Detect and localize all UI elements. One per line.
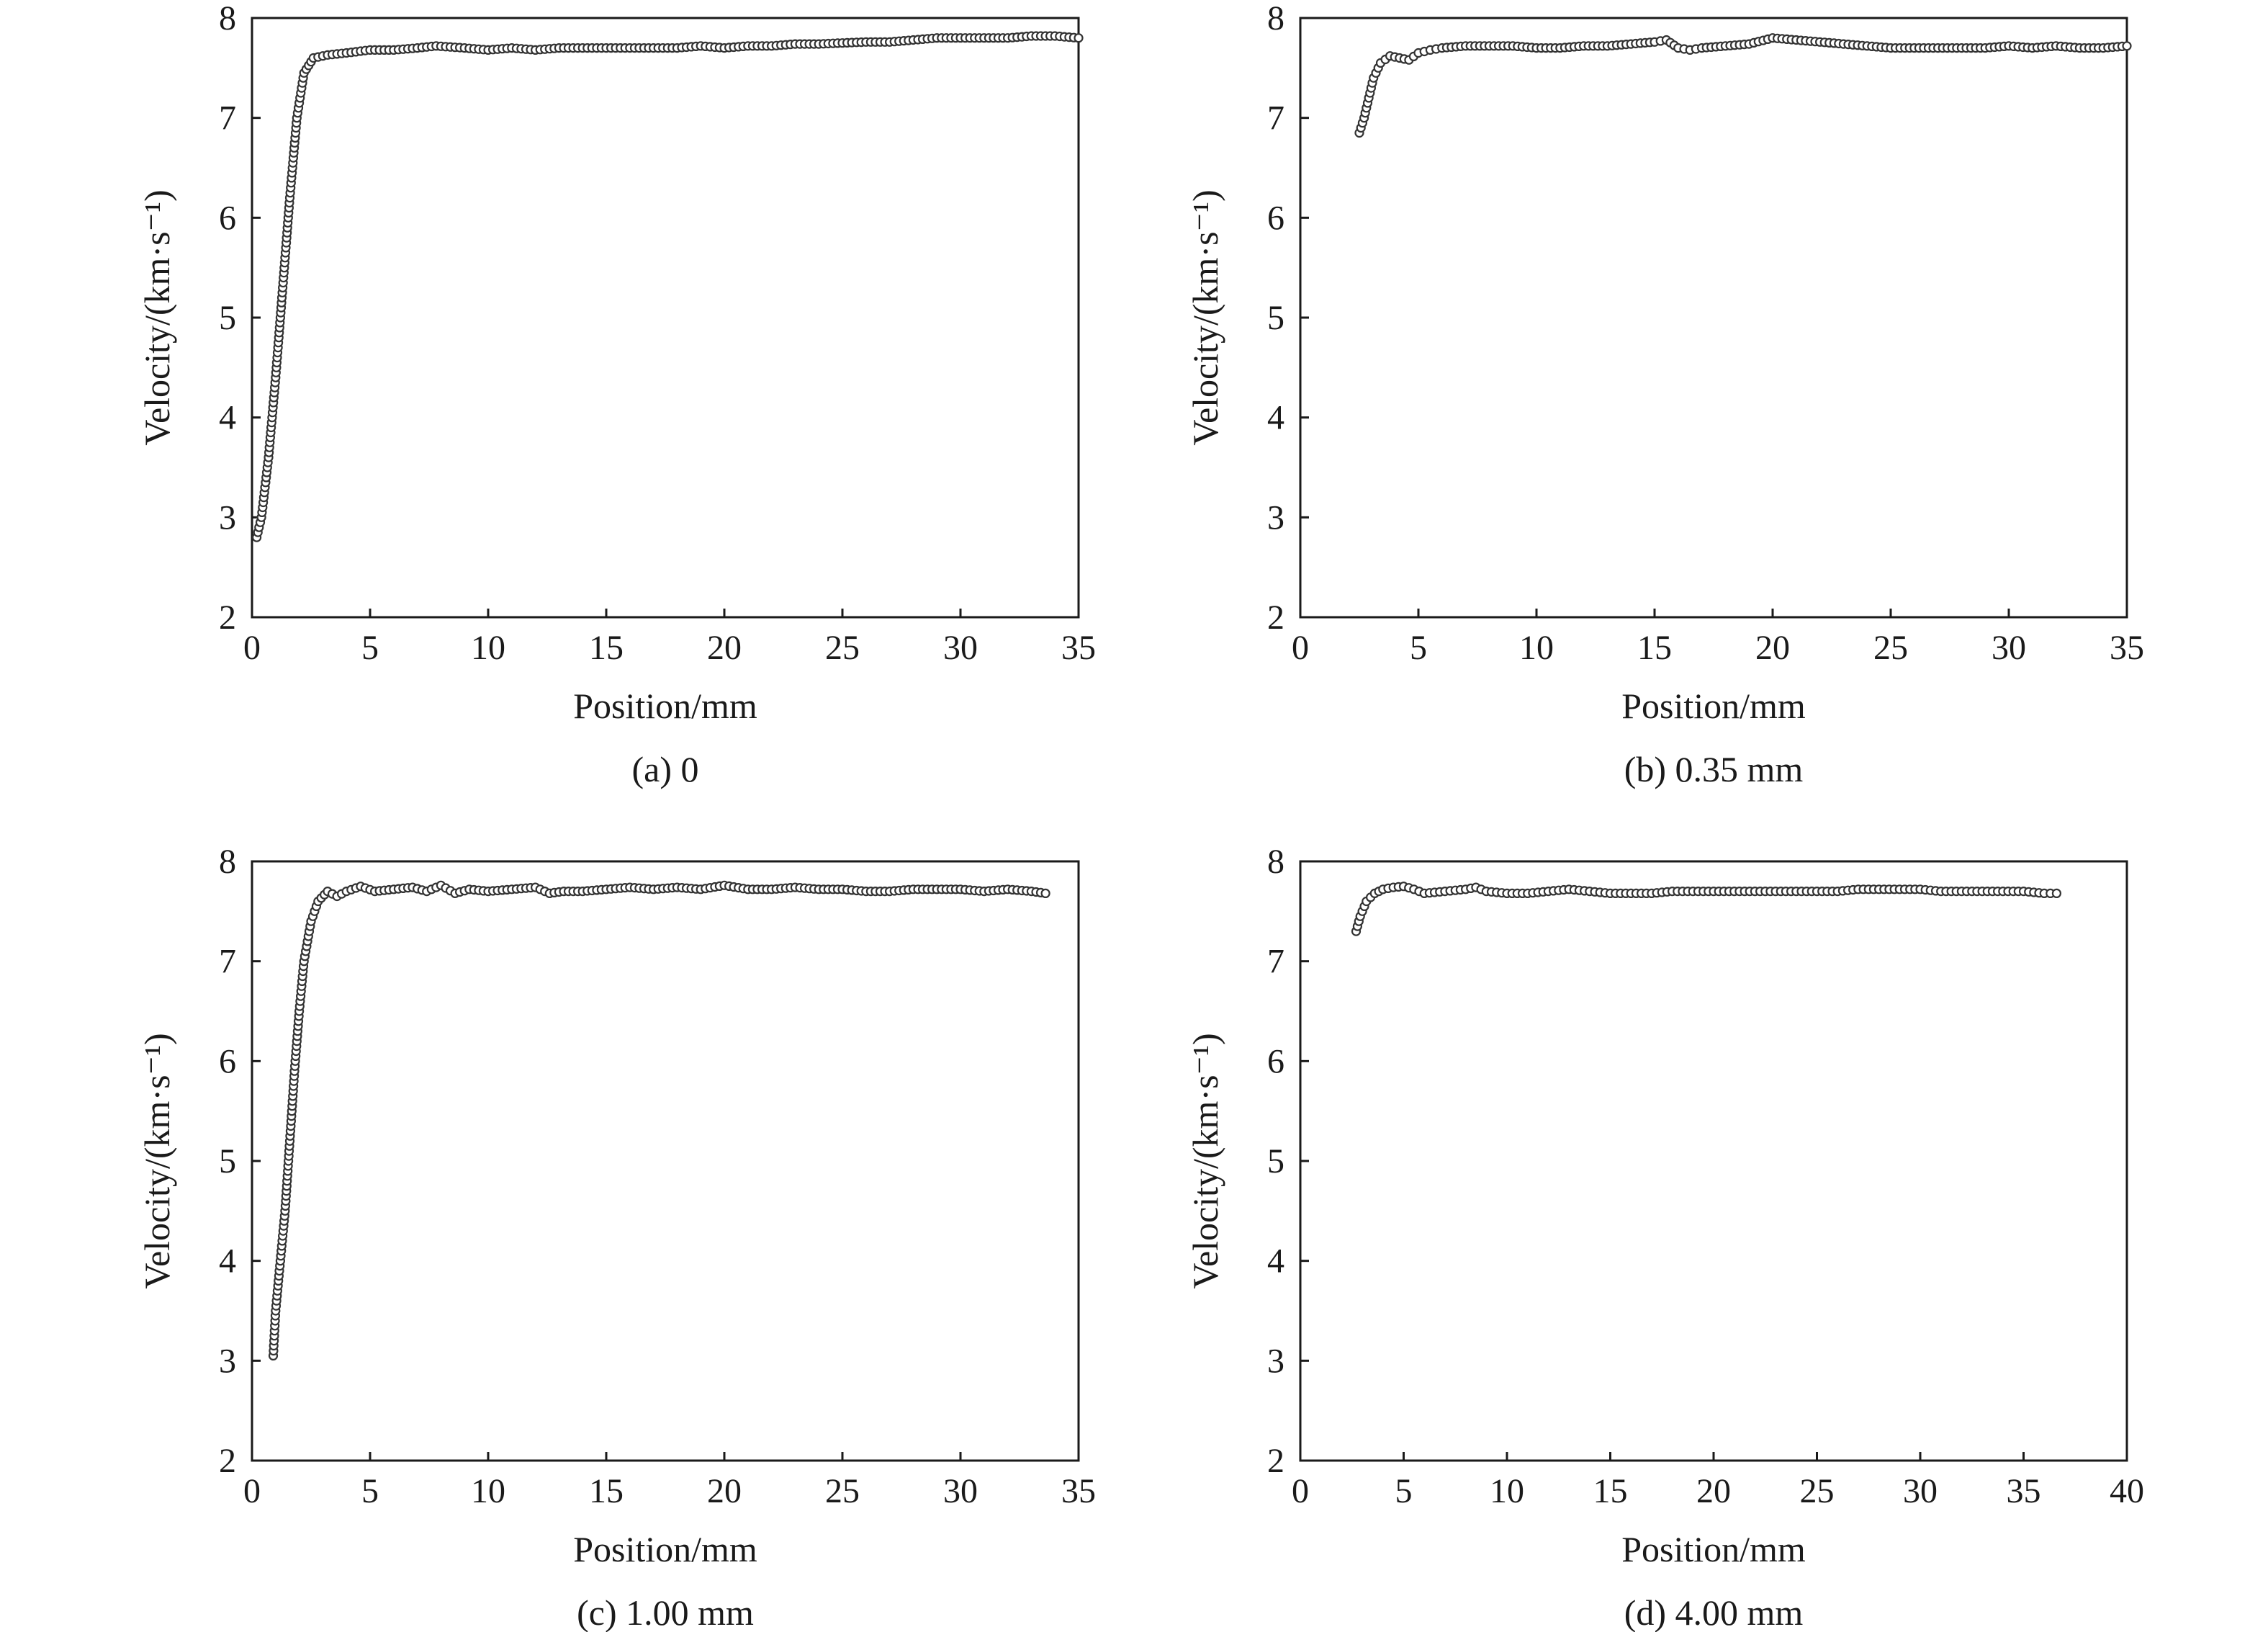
y-tick-label: 8 [1267, 0, 1284, 37]
x-tick-label: 30 [1992, 629, 2026, 667]
x-tick-label: 35 [2110, 629, 2144, 667]
y-tick-label: 5 [219, 299, 236, 337]
y-axis-label: Velocity/(km·s⁻¹) [137, 189, 177, 445]
panel-d: 0 5 10 15 20 25 30 35 40 2 3 4 5 6 7 8 Position/mm Veloci… [1185, 843, 2144, 1632]
x-tick-label: 0 [243, 629, 261, 667]
plot-frame [251, 860, 1080, 1462]
y-tick-label: 4 [219, 399, 236, 437]
y-tick-label: 2 [219, 1442, 236, 1480]
plot-frame [1299, 860, 2128, 1462]
plot-frame [251, 17, 1080, 619]
panel-a: 0 5 10 15 20 25 30 35 2 3 4 5 6 7 8 Position/mm Velocity… [137, 0, 1096, 789]
y-tick-label: 7 [1267, 943, 1284, 981]
y-tick-label: 2 [1267, 598, 1284, 637]
x-axis-label: Position/mm [573, 686, 757, 726]
y-tick-label: 7 [219, 943, 236, 981]
y-tick-label: 5 [1267, 1142, 1284, 1180]
x-tick-label: 15 [1593, 1472, 1628, 1510]
y-tick-label: 3 [1267, 1342, 1284, 1380]
x-tick-label: 0 [1292, 1472, 1309, 1510]
y-tick-label: 3 [1267, 498, 1284, 537]
x-tick-label: 35 [1061, 629, 1096, 667]
y-tick-label: 3 [219, 1342, 236, 1380]
x-tick-label: 25 [1873, 629, 1908, 667]
data-point [2051, 888, 2061, 899]
y-tick-label: 8 [219, 843, 236, 881]
y-tick-label: 2 [219, 598, 236, 637]
y-tick-label: 6 [219, 1042, 236, 1080]
y-tick-label: 6 [1267, 199, 1284, 237]
y-axis-label: Velocity/(km·s⁻¹) [137, 1033, 177, 1288]
x-tick-label: 15 [589, 629, 624, 667]
y-tick-label: 6 [1267, 1042, 1284, 1080]
y-tick-label: 8 [219, 0, 236, 37]
series-line [272, 884, 1046, 1356]
x-tick-label: 10 [1519, 629, 1554, 667]
y-tick-label: 8 [1267, 843, 1284, 881]
x-tick-label: 20 [707, 1472, 742, 1510]
y-tick-label: 2 [1267, 1442, 1284, 1480]
y-tick-label: 4 [1267, 399, 1284, 437]
x-axis-label: Position/mm [1621, 1529, 1806, 1569]
x-tick-label: 10 [471, 1472, 505, 1510]
series-line [256, 35, 1079, 538]
x-tick-label: 25 [1800, 1472, 1835, 1510]
panel-caption: (a) 0 [632, 749, 699, 789]
panel-caption: (c) 1.00 mm [577, 1592, 754, 1632]
x-tick-label: 20 [1755, 629, 1790, 667]
x-tick-label: 15 [589, 1472, 624, 1510]
x-axis-label: Position/mm [1621, 686, 1806, 726]
x-tick-label: 40 [2110, 1472, 2144, 1510]
y-tick-label: 4 [219, 1242, 236, 1281]
x-tick-label: 25 [825, 1472, 860, 1510]
x-tick-label: 15 [1637, 629, 1672, 667]
x-tick-label: 5 [1410, 629, 1427, 667]
data-point [1040, 888, 1050, 899]
panel-c: 0 5 10 15 20 25 30 35 2 3 4 5 6 7 8 Position/mm Velocity… [137, 843, 1096, 1632]
y-axis-label: Velocity/(km·s⁻¹) [1185, 1033, 1225, 1288]
y-axis-label: Velocity/(km·s⁻¹) [1185, 189, 1225, 445]
y-tick-label: 6 [219, 199, 236, 237]
data-point [1074, 33, 1084, 43]
x-tick-label: 5 [361, 629, 379, 667]
x-tick-label: 10 [1490, 1472, 1524, 1510]
y-tick-label: 4 [1267, 1242, 1284, 1281]
plot-frame [1299, 17, 2128, 619]
x-tick-label: 10 [471, 629, 505, 667]
series-line [1358, 37, 2128, 133]
x-tick-label: 20 [1696, 1472, 1731, 1510]
x-axis-label: Position/mm [573, 1529, 757, 1569]
y-tick-label: 7 [1267, 99, 1284, 138]
x-tick-label: 0 [243, 1472, 261, 1510]
data-point [2122, 41, 2132, 51]
y-tick-label: 3 [219, 498, 236, 537]
x-tick-label: 0 [1292, 629, 1309, 667]
x-tick-label: 30 [943, 629, 978, 667]
panel-b: 0 5 10 15 20 25 30 35 2 3 4 5 6 7 8 Position/mm Velocity… [1185, 0, 2144, 789]
y-tick-label: 7 [219, 99, 236, 138]
x-tick-label: 5 [1395, 1472, 1413, 1510]
x-tick-label: 5 [361, 1472, 379, 1510]
x-tick-label: 20 [707, 629, 742, 667]
panel-caption: (b) 0.35 mm [1624, 749, 1804, 789]
y-tick-label: 5 [219, 1142, 236, 1180]
x-tick-label: 35 [1061, 1472, 1096, 1510]
x-tick-label: 30 [1903, 1472, 1938, 1510]
x-tick-label: 25 [825, 629, 860, 667]
panel-caption: (d) 4.00 mm [1624, 1592, 1804, 1632]
x-tick-label: 30 [943, 1472, 978, 1510]
x-tick-label: 35 [2007, 1472, 2041, 1510]
y-tick-label: 5 [1267, 299, 1284, 337]
